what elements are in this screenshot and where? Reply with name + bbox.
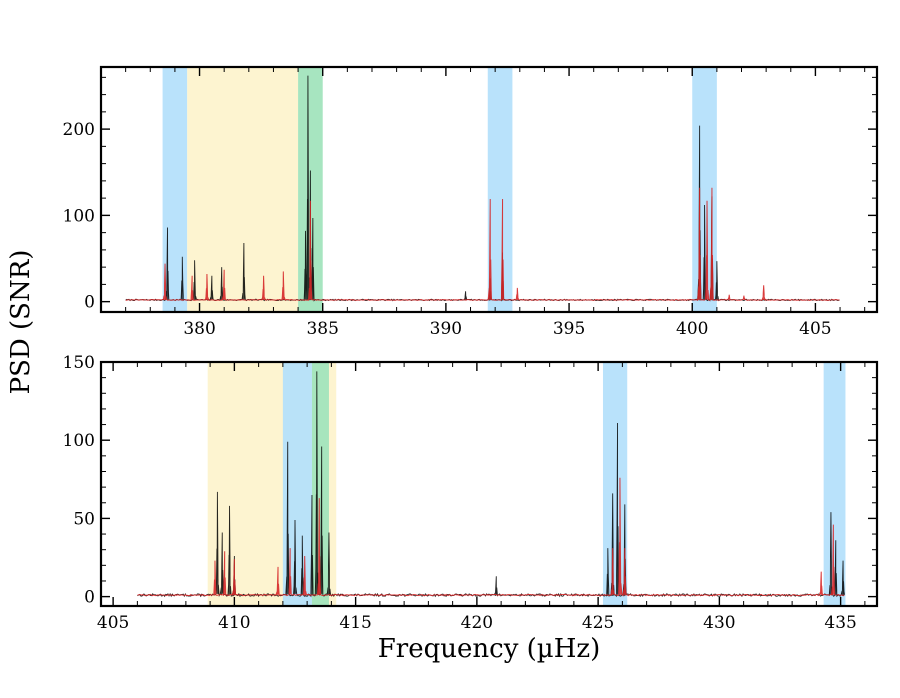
series-model-fit	[137, 477, 845, 597]
x-tick-label: 395	[553, 319, 585, 339]
x-tick-label: 400	[676, 319, 708, 339]
shaded-region-4	[823, 362, 846, 606]
y-tick-label: 0	[84, 293, 95, 313]
x-tick-label: 425	[582, 613, 614, 633]
y-tick-label: 100	[63, 206, 95, 226]
x-tick-label: 385	[306, 319, 338, 339]
x-tick-label: 435	[824, 613, 856, 633]
x-tick-label: 430	[703, 613, 735, 633]
shaded-region-3	[602, 362, 628, 606]
series-model-fit	[125, 187, 840, 302]
x-tick-label: 390	[430, 319, 462, 339]
shaded-region-3	[487, 67, 513, 312]
y-tick-label: 150	[63, 353, 95, 373]
y-axis-label: PSD (SNR)	[6, 250, 36, 395]
x-tick-label: 405	[97, 613, 129, 633]
shaded-region-1	[187, 67, 299, 312]
x-tick-label: 405	[799, 319, 831, 339]
shaded-region-0	[162, 67, 188, 312]
top-panel: 380 385 390 395 400 405 0 100 200	[63, 65, 879, 339]
x-axis-label: Frequency (µHz)	[378, 634, 600, 664]
y-tick-label: 200	[63, 120, 95, 140]
x-tick-label: 410	[218, 613, 250, 633]
y-tick-label: 0	[84, 588, 95, 608]
plot-frame	[99, 360, 879, 608]
bottom-panel: 405 410 415 420 425 430 435 0 50 100 150	[63, 353, 879, 633]
x-tick-label: 415	[339, 613, 371, 633]
plot-frame	[99, 65, 879, 314]
x-tick-label: 380	[183, 319, 215, 339]
y-tick-label: 100	[63, 431, 95, 451]
x-tick-label: 420	[461, 613, 493, 633]
y-tick-label: 50	[73, 509, 95, 529]
